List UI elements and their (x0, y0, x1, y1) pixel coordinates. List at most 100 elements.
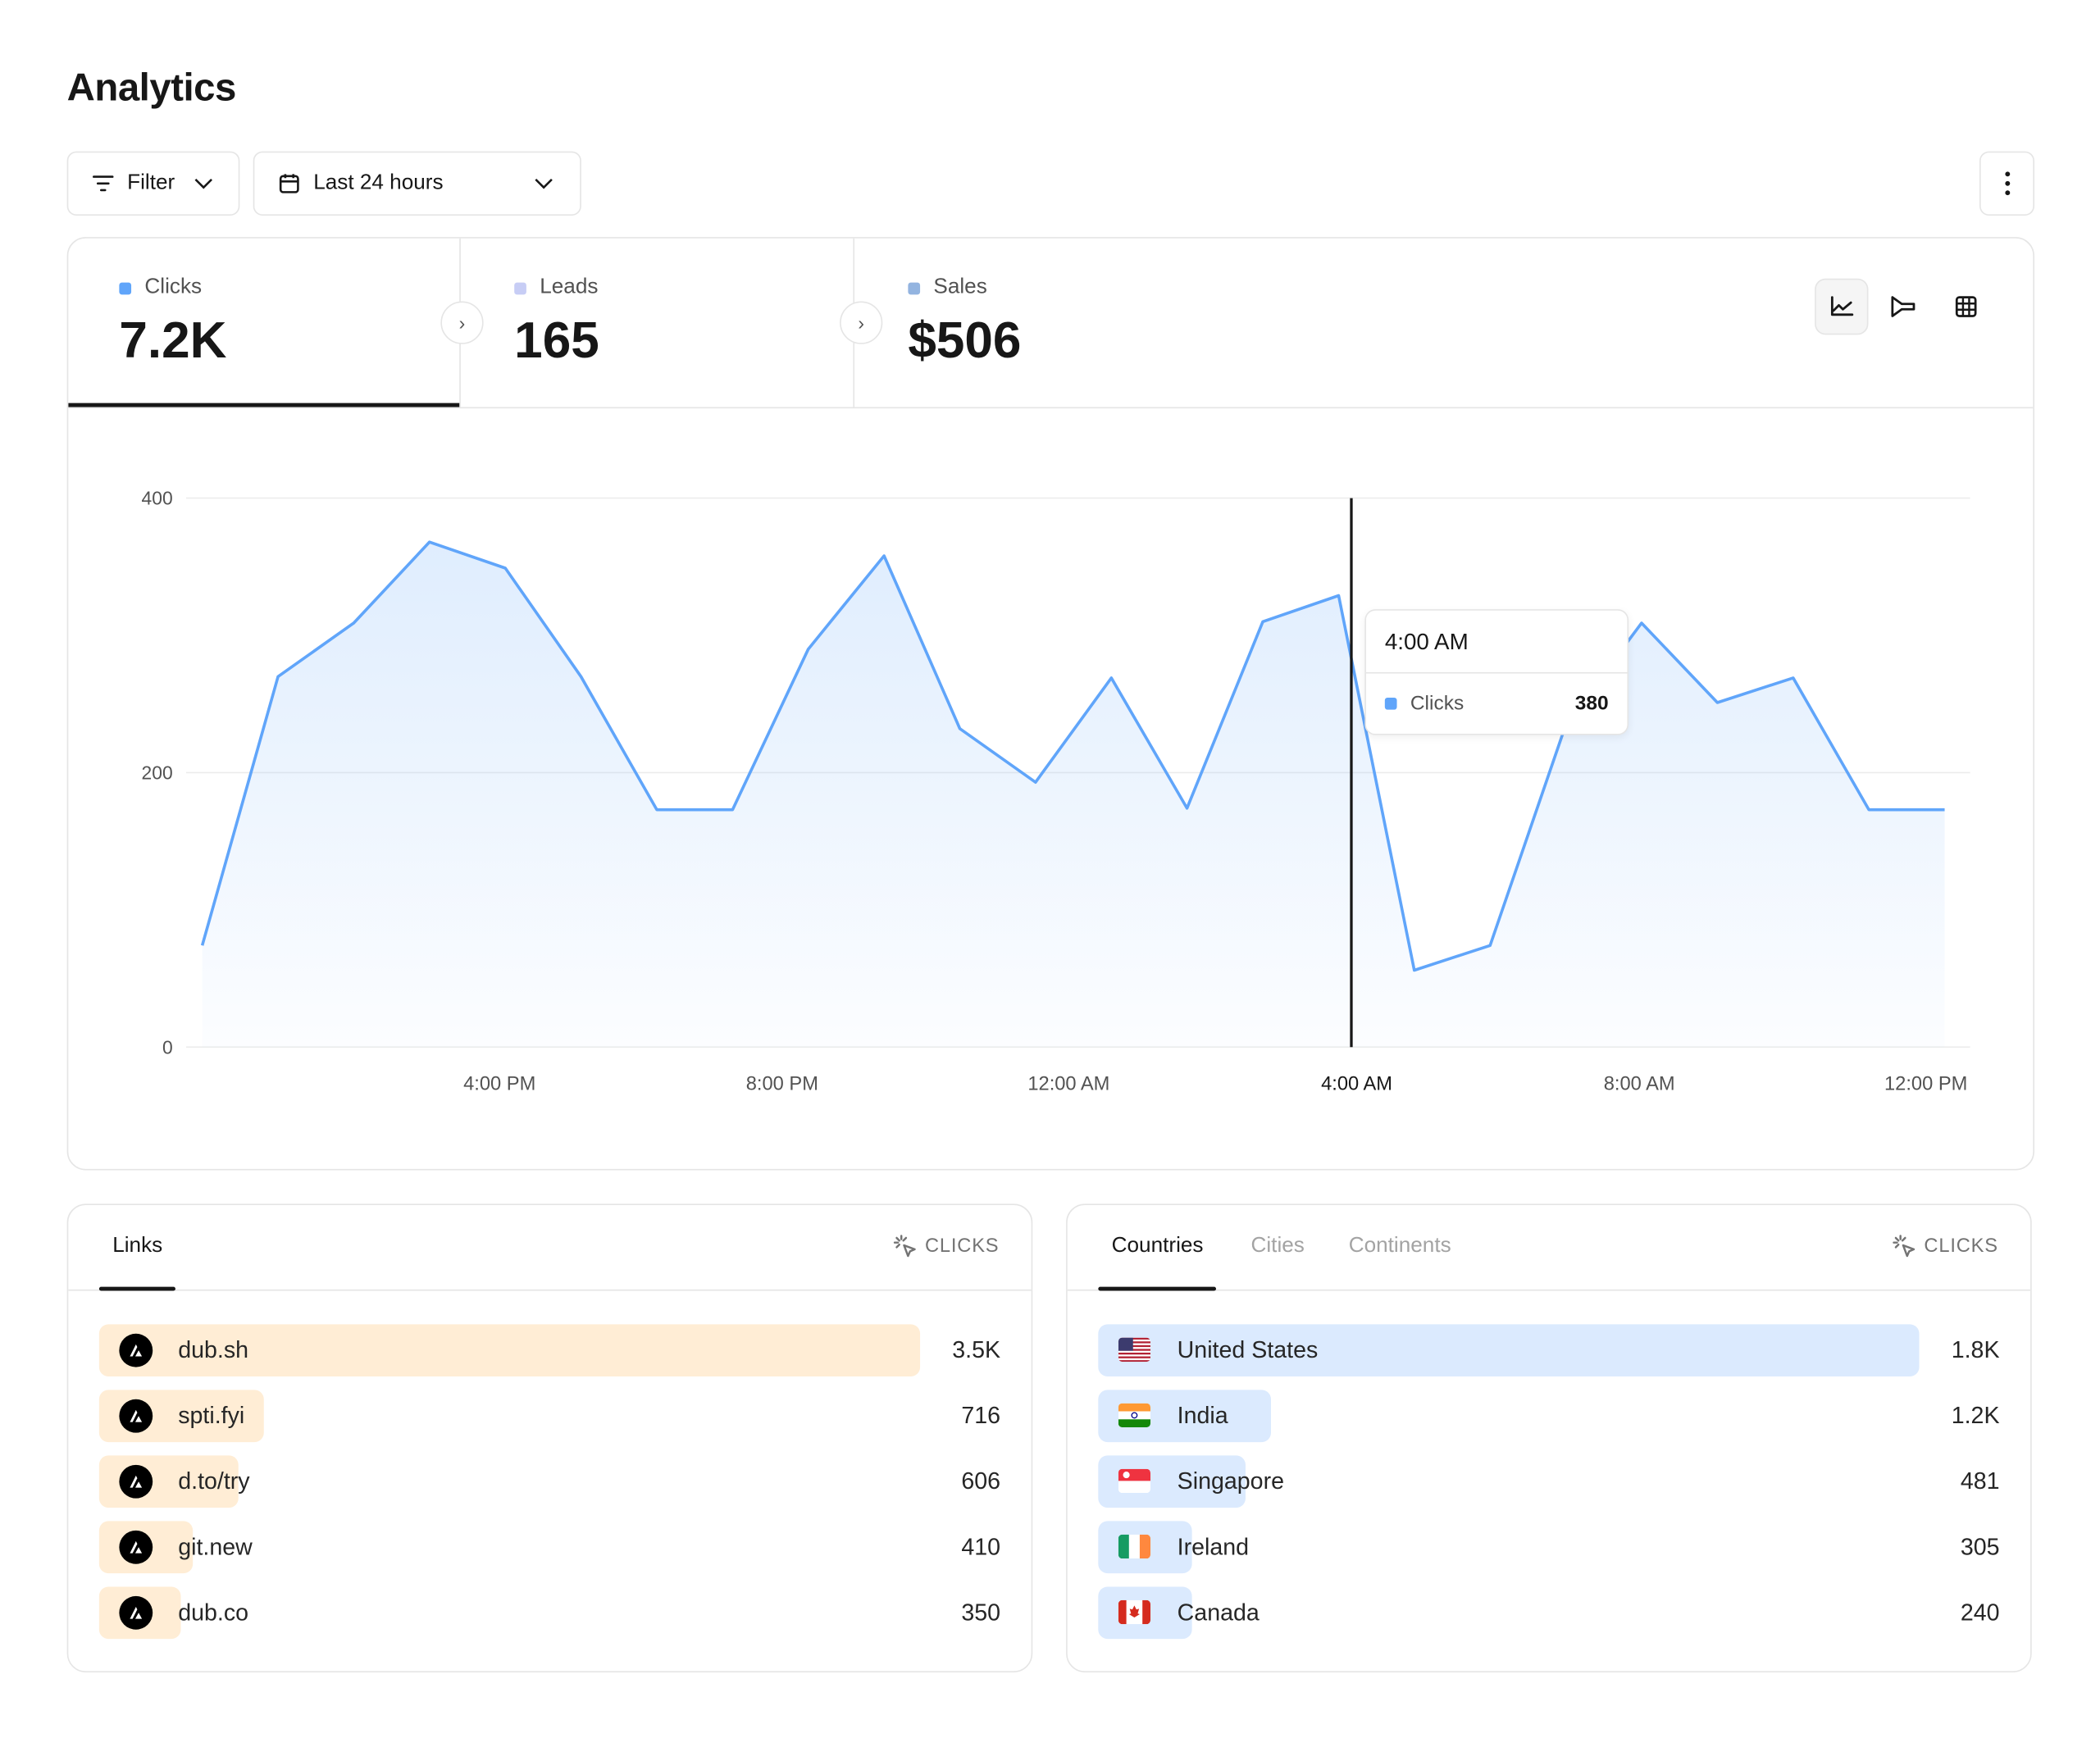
metric-tab-clicks[interactable]: Clicks 7.2K (68, 238, 461, 407)
sales-swatch (908, 281, 921, 294)
line-chart-view-button[interactable] (1815, 278, 1869, 335)
country-row[interactable]: India 1.2K (1098, 1390, 2000, 1443)
x-tick-label: 12:00 PM (1884, 1074, 1967, 1095)
metric-tab-sales[interactable]: Sales $506 (854, 239, 1390, 407)
tooltip-title: 4:00 AM (1384, 629, 1469, 655)
country-row[interactable]: Ireland 305 (1098, 1521, 2000, 1574)
row-label: dub.sh (178, 1336, 249, 1363)
table-view-button[interactable] (1939, 279, 1993, 335)
active-tab-indicator (68, 403, 460, 407)
y-tick-label: 200 (142, 762, 173, 784)
chevron-right-icon: › (440, 301, 484, 344)
tab-cities[interactable]: Cities (1250, 1234, 1305, 1258)
link-row[interactable]: git.new 410 (98, 1521, 1001, 1574)
row-value: 410 (961, 1533, 1001, 1560)
y-tick-label: 400 (142, 488, 173, 509)
tooltip-value: 380 (1574, 692, 1609, 716)
dub-logo-icon (119, 1464, 153, 1499)
tab-links[interactable]: Links (98, 1234, 177, 1291)
area-fill (202, 542, 1945, 1048)
x-tick-label: 12:00 AM (1027, 1074, 1109, 1095)
chart-tooltip: 4:00 AM Clicks 380 (1364, 609, 1629, 735)
row-label: spti.fyi (178, 1402, 245, 1429)
link-row[interactable]: dub.co 350 (98, 1586, 1001, 1640)
dub-logo-icon (119, 1333, 153, 1367)
links-panel: Links CLICKS dub.sh 3.5K spti.fyi 716 d.to/t… (66, 1203, 1033, 1672)
row-value: 3.5K (952, 1336, 1001, 1363)
metric-label: Sales (933, 275, 987, 299)
metric-tab-leads[interactable]: Leads 165 (461, 238, 855, 407)
line-chart-icon (1830, 296, 1854, 316)
funnel-icon (1891, 296, 1916, 317)
chevron-right-icon: › (840, 301, 883, 344)
chevron-down-icon (535, 178, 553, 189)
country-row[interactable]: Singapore 481 (1098, 1455, 2000, 1508)
flag-sg-icon (1118, 1468, 1151, 1494)
more-options-button[interactable] (1979, 151, 2034, 216)
row-value: 606 (961, 1467, 1001, 1495)
country-row[interactable]: United States 1.8K (1098, 1324, 2000, 1377)
link-row[interactable]: d.to/try 606 (98, 1455, 1001, 1508)
flag-in-icon (1118, 1403, 1151, 1428)
row-label: Ireland (1177, 1533, 1250, 1560)
tooltip-series: Clicks (1410, 692, 1465, 716)
filter-label: Filter (127, 171, 175, 194)
metric-label: Leads (540, 275, 599, 299)
metric-value: 7.2K (119, 313, 227, 370)
y-tick-label: 0 (162, 1036, 173, 1058)
row-value: 481 (1960, 1467, 2000, 1495)
calendar-icon (279, 174, 299, 193)
row-label: India (1177, 1402, 1228, 1429)
cursor-click-icon (893, 1235, 916, 1258)
cursor-click-icon (1892, 1235, 1915, 1258)
x-tick-label: 8:00 PM (746, 1074, 818, 1095)
dub-logo-icon (119, 1530, 153, 1564)
row-label: Singapore (1177, 1467, 1285, 1495)
share-bar (98, 1324, 921, 1377)
tab-continents[interactable]: Continents (1348, 1234, 1451, 1258)
link-row[interactable]: dub.sh 3.5K (98, 1324, 1001, 1377)
row-label: Canada (1177, 1599, 1260, 1626)
x-tick-label: 8:00 AM (1604, 1074, 1675, 1095)
row-label: United States (1177, 1336, 1319, 1363)
row-value: 305 (1960, 1533, 2000, 1560)
date-range-select[interactable]: Last 24 hours (253, 151, 581, 216)
row-value: 1.8K (1951, 1336, 2000, 1363)
more-vertical-icon (2004, 171, 2010, 196)
row-label: git.new (178, 1533, 253, 1560)
clicks-metric-label: CLICKS (1892, 1235, 1998, 1258)
filter-button[interactable]: Filter (66, 151, 240, 216)
country-row[interactable]: Canada 240 (1098, 1586, 2000, 1640)
date-range-label: Last 24 hours (313, 171, 444, 194)
chevron-down-icon (194, 178, 212, 189)
clicks-area-chart: 0 200 400 4:00 PM 8:00 PM 12:00 AM 4:00 AM 8:00… (142, 488, 1970, 1095)
row-value: 350 (961, 1599, 1001, 1626)
flag-ie-icon (1118, 1534, 1151, 1559)
row-label: dub.co (178, 1599, 249, 1626)
x-tick-label: 4:00 PM (463, 1074, 535, 1095)
link-row[interactable]: spti.fyi 716 (98, 1390, 1001, 1443)
metric-value: 165 (514, 313, 599, 370)
tab-countries[interactable]: Countries (1098, 1234, 1218, 1291)
share-bar (1098, 1324, 1920, 1377)
dub-logo-icon (119, 1399, 153, 1433)
row-value: 716 (961, 1402, 1001, 1429)
flag-ca-icon (1118, 1599, 1151, 1625)
tooltip-swatch (1384, 697, 1397, 710)
metric-label: CLICKS (924, 1235, 1000, 1258)
chart-card: Clicks 7.2K Leads 165 Sales $506 › › 0 20… (66, 237, 2034, 1171)
geo-panel: Countries Cities Continents CLICKS Unite… (1066, 1203, 2032, 1672)
dub-logo-icon (119, 1595, 153, 1630)
row-label: d.to/try (178, 1467, 250, 1495)
clicks-metric-label: CLICKS (893, 1235, 1000, 1258)
leads-swatch (514, 281, 526, 294)
metric-label: CLICKS (1924, 1235, 1998, 1258)
row-value: 1.2K (1951, 1402, 2000, 1429)
funnel-view-button[interactable] (1876, 279, 1929, 335)
table-grid-icon (1955, 296, 1977, 317)
filter-icon (93, 175, 114, 192)
metric-label: Clicks (144, 275, 203, 299)
x-tick-label: 4:00 AM (1321, 1074, 1392, 1095)
page-title: Analytics (66, 66, 237, 110)
